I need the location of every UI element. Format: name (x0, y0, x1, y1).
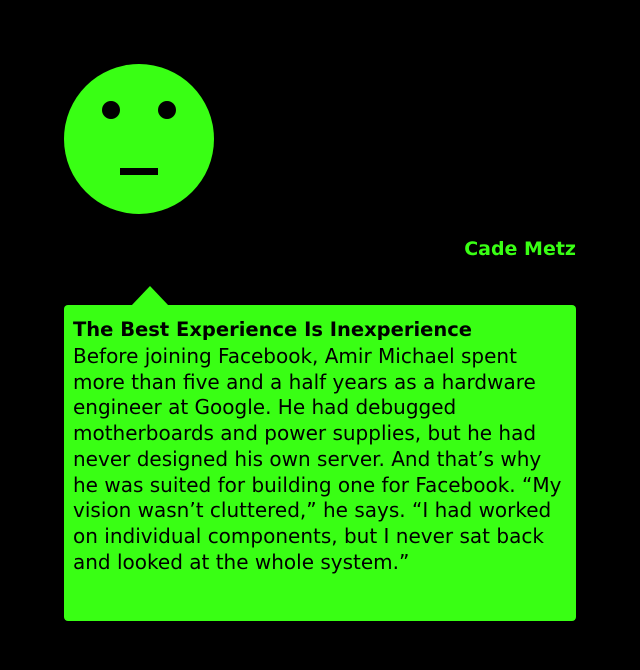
quote-title: The Best Experience Is Inexperience (73, 318, 473, 341)
neutral-face-icon (64, 64, 214, 214)
author-name: Cade Metz (464, 238, 576, 260)
quote-bubble: The Best Experience Is Inexperience Befo… (64, 305, 576, 621)
speech-bubble-pointer (131, 286, 169, 306)
quote-body: Before joining Facebook, Amir Michael sp… (73, 344, 562, 574)
author-avatar (64, 64, 214, 214)
